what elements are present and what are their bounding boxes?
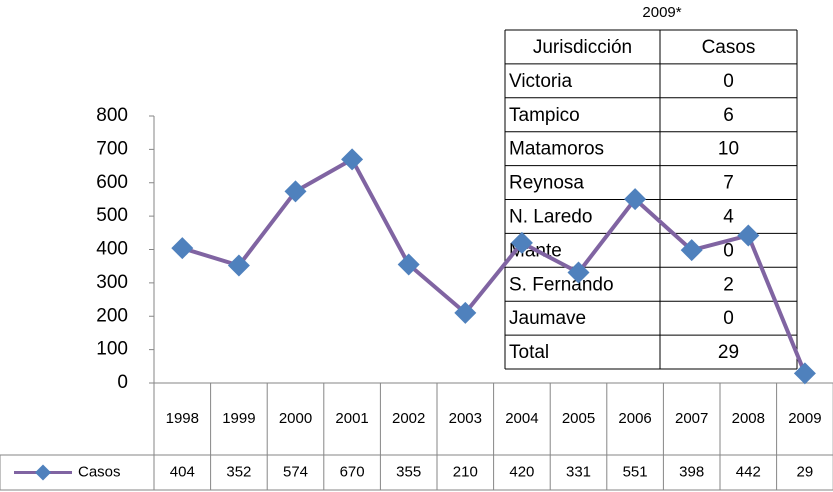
table-cell: Victoria bbox=[509, 71, 572, 92]
x-tick-label: 1999 bbox=[222, 410, 255, 427]
x-tick-label: 2009 bbox=[788, 410, 821, 427]
marker bbox=[171, 237, 194, 260]
data-table-value: 210 bbox=[453, 463, 478, 480]
table-cell: 0 bbox=[723, 308, 734, 329]
y-tick-label: 600 bbox=[96, 172, 128, 193]
table-cell: 2 bbox=[723, 274, 734, 295]
table-cell: 29 bbox=[718, 342, 739, 363]
y-tick-label: 500 bbox=[96, 205, 128, 226]
table-cell: 0 bbox=[723, 240, 734, 261]
marker bbox=[567, 261, 590, 284]
table-cell: S. Fernando bbox=[509, 274, 614, 295]
marker bbox=[737, 224, 760, 247]
marker bbox=[624, 188, 647, 211]
table-cell: Matamoros bbox=[509, 139, 604, 160]
x-tick-label: 2008 bbox=[732, 410, 765, 427]
data-table-value: 404 bbox=[170, 463, 195, 480]
data-table-value: 352 bbox=[226, 463, 251, 480]
marker bbox=[227, 254, 250, 277]
x-tick-label: 2004 bbox=[505, 410, 538, 427]
data-table-value: 29 bbox=[797, 463, 814, 480]
table-cell: 7 bbox=[723, 173, 734, 194]
y-tick-label: 100 bbox=[96, 339, 128, 360]
legend-marker bbox=[35, 464, 51, 481]
data-table-value: 331 bbox=[566, 463, 591, 480]
marker bbox=[793, 362, 816, 385]
x-tick-label: 2002 bbox=[392, 410, 425, 427]
table-cell: 0 bbox=[723, 71, 734, 92]
y-tick-label: 800 bbox=[96, 105, 128, 126]
table-cell: 4 bbox=[723, 206, 734, 227]
y-tick-label: 300 bbox=[96, 272, 128, 293]
table-cell: Tampico bbox=[509, 105, 580, 126]
x-tick-label: 2003 bbox=[449, 410, 482, 427]
y-tick-label: 0 bbox=[117, 372, 128, 393]
table-title: 2009* bbox=[642, 4, 681, 21]
data-table-value: 442 bbox=[736, 463, 761, 480]
table-header: Jurisdicción bbox=[533, 37, 632, 58]
x-tick-label: 2007 bbox=[675, 410, 708, 427]
x-tick-label: 2001 bbox=[335, 410, 368, 427]
y-tick-label: 700 bbox=[96, 138, 128, 159]
marker bbox=[680, 239, 703, 262]
data-table-value: 551 bbox=[623, 463, 648, 480]
table-cell: Reynosa bbox=[509, 173, 584, 194]
marker bbox=[341, 148, 364, 171]
x-tick-label: 2000 bbox=[279, 410, 312, 427]
marker bbox=[510, 231, 533, 254]
data-table-value: 355 bbox=[396, 463, 421, 480]
table-cell: Total bbox=[509, 342, 549, 363]
marker bbox=[454, 301, 477, 324]
x-tick-label: 2005 bbox=[562, 410, 595, 427]
y-tick-label: 400 bbox=[96, 239, 128, 260]
legend-label: Casos bbox=[78, 463, 121, 480]
data-table-value: 420 bbox=[509, 463, 534, 480]
data-table-value: 398 bbox=[679, 463, 704, 480]
table-cell: Jaumave bbox=[509, 308, 586, 329]
marker bbox=[284, 180, 307, 203]
data-table-value: 574 bbox=[283, 463, 308, 480]
table-cell: N. Laredo bbox=[509, 206, 592, 227]
series-line bbox=[181, 157, 807, 375]
marker bbox=[397, 253, 420, 276]
table-header: Casos bbox=[702, 37, 756, 58]
y-tick-label: 200 bbox=[96, 305, 128, 326]
table-cell: 10 bbox=[718, 139, 739, 160]
table-cell: 6 bbox=[723, 105, 734, 126]
x-tick-label: 1998 bbox=[166, 410, 199, 427]
data-table-value: 670 bbox=[340, 463, 365, 480]
x-tick-label: 2006 bbox=[618, 410, 651, 427]
